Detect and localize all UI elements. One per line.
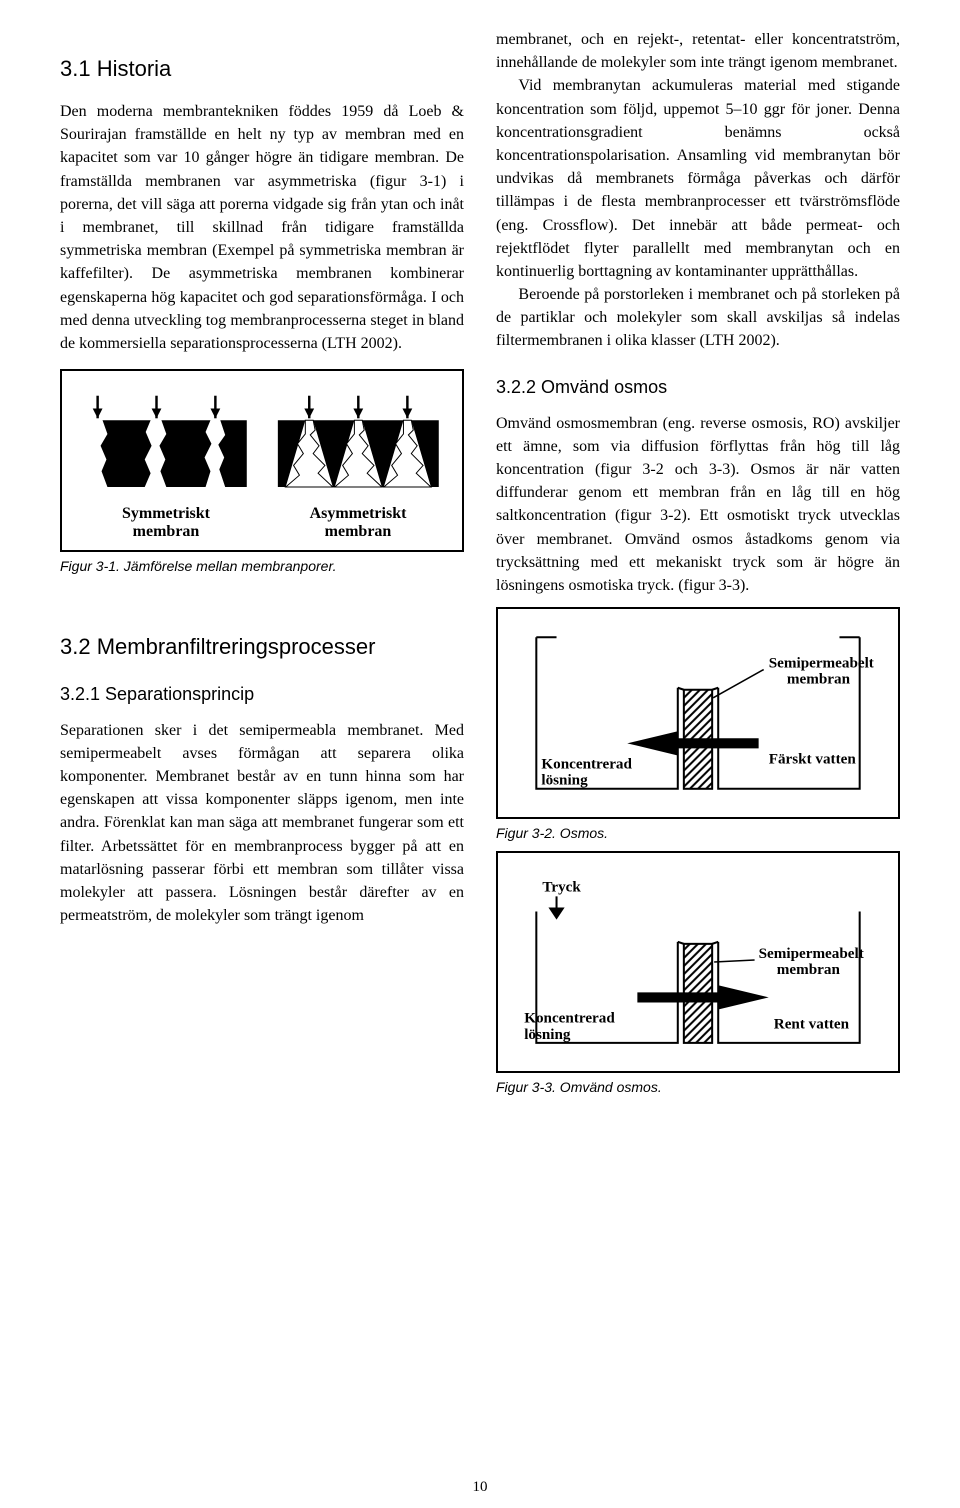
fig32-konc-1: Koncentrerad	[541, 756, 632, 773]
figure-3-3-caption: Figur 3-3. Omvänd osmos.	[496, 1079, 900, 1095]
asym-label-1: Asymmetriskt	[310, 505, 407, 522]
fig33-konc-1: Koncentrerad	[524, 1010, 615, 1027]
para-3-1: Den moderna membrantekniken föddes 1959 …	[60, 100, 464, 355]
asymmetric-membrane-diagram: Asymmetriskt membran	[270, 381, 447, 542]
fig33-konc-2: lösning	[524, 1026, 571, 1043]
figure-3-1: Symmetriskt membran	[60, 369, 464, 552]
heading-3-2: 3.2 Membranfiltreringsprocesser	[60, 634, 464, 660]
para-right-bot: Beroende på porstorleken i membranet och…	[496, 283, 900, 353]
fig33-rent: Rent vatten	[774, 1016, 850, 1033]
figure-3-1-caption: Figur 3-1. Jämförelse mellan membranpore…	[60, 558, 464, 574]
fig33-semi-1: Semipermeabelt	[759, 945, 864, 962]
para-right-mid: Vid membranytan ackumuleras material med…	[496, 74, 900, 283]
heading-3-2-1: 3.2.1 Separationsprincip	[60, 684, 464, 705]
figure-3-2: Semipermeabelt membran Koncentrerad lösn…	[496, 607, 900, 819]
sym-label-1: Symmetriskt	[122, 505, 210, 522]
heading-3-2-2: 3.2.2 Omvänd osmos	[496, 377, 900, 398]
fig32-semi-2: membran	[787, 671, 851, 688]
sym-label-2: membran	[133, 523, 200, 540]
para-3-2-1: Separationen sker i det semipermeabla me…	[60, 719, 464, 928]
heading-3-1: 3.1 Historia	[60, 56, 464, 82]
page-number: 10	[0, 1479, 960, 1496]
para-3-2-2: Omvänd osmosmembran (eng. reverse osmosi…	[496, 412, 900, 598]
fig33-tryck: Tryck	[542, 878, 581, 895]
figure-3-3: Tryck Semipermeabelt membran Koncentrera…	[496, 851, 900, 1073]
fig32-konc-2: lösning	[541, 772, 588, 789]
para-right-top: membranet, och en rejekt-, retentat- ell…	[496, 28, 900, 74]
asym-label-2: membran	[325, 523, 392, 540]
symmetric-membrane-diagram: Symmetriskt membran	[78, 381, 255, 542]
fig33-semi-2: membran	[777, 961, 841, 978]
fig32-semi-1: Semipermeabelt	[769, 655, 874, 672]
figure-3-2-caption: Figur 3-2. Osmos.	[496, 825, 900, 841]
fig32-farsk: Färskt vatten	[769, 751, 857, 768]
